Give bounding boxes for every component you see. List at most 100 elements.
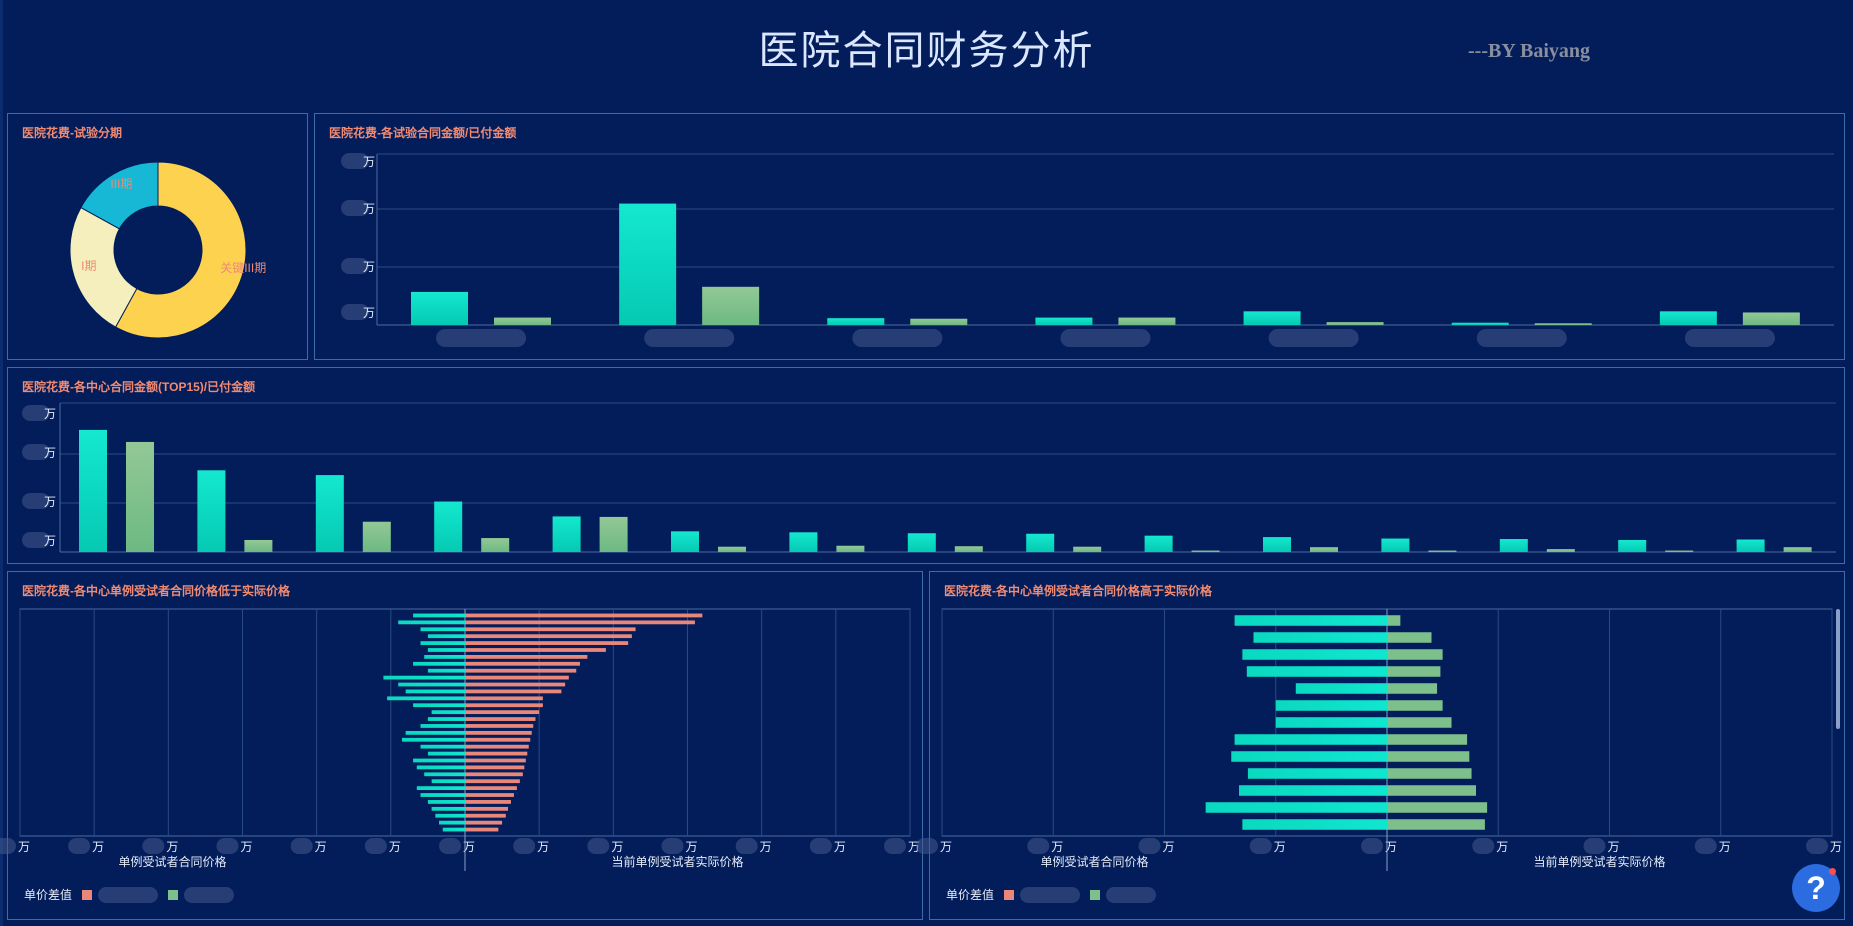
x-tick-label: 万	[760, 840, 772, 854]
contract-price-bar	[1239, 785, 1387, 796]
paid-amount-bar	[126, 441, 154, 552]
y-tick-label: 万	[44, 407, 56, 421]
paid-amount-bar	[1534, 323, 1592, 325]
x-tick-label: 万	[240, 840, 252, 854]
x-tick-blur	[644, 329, 735, 347]
x-tick-label: 万	[537, 840, 549, 854]
paid-amount-bar	[1073, 546, 1102, 552]
contract-price-bar	[413, 758, 465, 763]
x-tick-label: 万	[1385, 840, 1397, 854]
contract-amount-bar	[1499, 539, 1528, 552]
paid-amount-bar	[1428, 550, 1457, 552]
x-tick-blur	[1472, 838, 1495, 854]
contract-price-bar	[383, 675, 465, 680]
contract-price-bar	[427, 668, 465, 673]
contract-price-bar	[427, 717, 465, 721]
lower-price-panel-title: 医院花费-各中心单例受试者合同价格低于实际价格	[22, 584, 290, 598]
actual-price-bar	[465, 634, 632, 639]
legend-blurred-label	[1106, 886, 1157, 903]
paid-amount-bar	[954, 546, 983, 552]
contract-price-bar	[427, 634, 465, 639]
contract-price-bar	[1231, 751, 1387, 762]
trial-panel: 医院花费-各试验合同金额/已付金额 万万万万	[314, 113, 1845, 360]
x-tick-blur	[884, 838, 906, 854]
actual-price-bar	[465, 744, 529, 749]
actual-price-bar	[465, 627, 636, 632]
contract-price-bar	[1275, 717, 1387, 728]
actual-price-bar	[465, 772, 523, 777]
contract-price-bar	[424, 654, 465, 659]
left-axis-title: 单例受试者合同价格	[1040, 854, 1148, 869]
x-tick-blur	[809, 838, 832, 854]
contract-price-bar	[405, 730, 465, 735]
contract-price-bar	[431, 710, 465, 715]
x-tick-blur	[1361, 838, 1383, 854]
contract-price-bar	[420, 744, 465, 749]
x-tick-label: 万	[940, 840, 952, 854]
x-tick-label: 万	[92, 840, 104, 854]
y-tick-label: 万	[363, 306, 375, 320]
contract-price-bar	[405, 689, 465, 694]
contract-amount-bar	[1144, 535, 1173, 552]
contract-amount-bar	[197, 470, 226, 552]
lower-price-chart: 万万万万万万万万万万万万万单例受试者合同价格 当前单例受试者实际价格	[0, 608, 920, 871]
paid-amount-bar	[1191, 550, 1220, 552]
actual-price-bar	[465, 806, 509, 811]
contract-price-bar	[1275, 700, 1387, 711]
actual-price-bar	[465, 613, 703, 618]
contract-price-bar	[431, 806, 465, 811]
x-tick-blur	[1694, 838, 1717, 854]
contract-price-bar	[427, 751, 465, 756]
actual-price-bar	[465, 703, 543, 708]
contract-price-bar	[413, 661, 465, 666]
contract-amount-bar	[827, 318, 885, 325]
paid-amount-bar	[599, 516, 628, 552]
actual-price-bar	[465, 648, 606, 652]
paid-amount-bar	[1783, 547, 1812, 552]
paid-amount-bar	[910, 318, 968, 325]
donut-slice	[69, 206, 138, 328]
x-tick-blur	[513, 838, 536, 854]
center-panel-title: 医院花费-各中心合同金额(TOP15)/已付金额	[22, 380, 256, 394]
donut-slice	[114, 161, 247, 339]
contract-price-bar	[387, 696, 465, 701]
contract-price-bar	[431, 779, 465, 784]
contract-price-bar	[416, 786, 465, 791]
contract-amount-bar	[671, 531, 699, 552]
contract-price-bar	[424, 772, 465, 777]
contract-amount-bar	[434, 501, 463, 552]
paid-amount-bar	[836, 545, 865, 552]
contract-amount-bar	[1451, 322, 1509, 325]
contract-amount-bar	[1659, 311, 1717, 325]
contract-price-bar	[439, 820, 465, 825]
trial-panel-title: 医院花费-各试验合同金额/已付金额	[329, 126, 517, 140]
x-tick-blur	[436, 329, 527, 347]
legend-blurred-label	[184, 886, 235, 903]
y-tick-label: 万	[44, 446, 56, 460]
phase-panel-title: 医院花费-试验分期	[22, 126, 122, 140]
actual-price-bar	[465, 793, 514, 797]
actual-price-bar	[465, 696, 543, 701]
y-tick-blur	[341, 304, 369, 320]
contract-price-bar	[420, 641, 465, 645]
lower-legend[interactable]: 单价差值	[24, 886, 235, 903]
contract-price-bar	[420, 627, 465, 632]
contract-price-bar	[398, 620, 465, 625]
contract-amount-bar	[1618, 539, 1647, 552]
paid-amount-bar	[1742, 312, 1800, 325]
paid-amount-bar	[1665, 550, 1694, 552]
contract-price-bar	[1234, 615, 1387, 626]
actual-price-bar	[465, 827, 499, 832]
legend-blurred-label	[98, 886, 159, 903]
actual-price-bar	[465, 661, 580, 666]
actual-price-bar	[465, 675, 569, 680]
actual-price-bar	[465, 800, 511, 804]
right-axis-title: 当前单例受试者实际价格	[1533, 854, 1665, 869]
paid-amount-bar	[1326, 322, 1384, 325]
legend-diff-swatch	[1004, 889, 1015, 900]
x-tick-label: 万	[834, 840, 846, 854]
author-byline: ---BY Baiyang	[1468, 40, 1591, 62]
x-tick-label: 万	[315, 840, 327, 854]
higher-legend[interactable]: 单价差值	[946, 886, 1157, 903]
y-tick-label: 万	[363, 155, 375, 169]
